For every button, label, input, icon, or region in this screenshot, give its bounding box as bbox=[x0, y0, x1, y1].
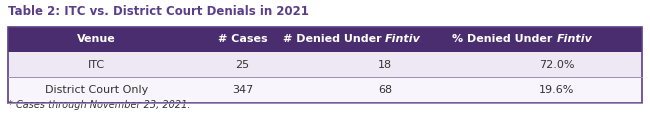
Text: * Cases through November 23, 2021.: * Cases through November 23, 2021. bbox=[8, 100, 190, 110]
Text: 18: 18 bbox=[378, 60, 393, 70]
Text: Table 2: ITC vs. District Court Denials in 2021: Table 2: ITC vs. District Court Denials … bbox=[8, 5, 309, 18]
Text: Fintiv: Fintiv bbox=[385, 34, 421, 44]
FancyBboxPatch shape bbox=[8, 52, 642, 77]
Text: Fintiv: Fintiv bbox=[556, 34, 592, 44]
Text: 72.0%: 72.0% bbox=[539, 60, 574, 70]
FancyBboxPatch shape bbox=[8, 77, 642, 103]
Text: % Denied Under: % Denied Under bbox=[452, 34, 556, 44]
Text: # Denied Under: # Denied Under bbox=[283, 34, 385, 44]
Text: 68: 68 bbox=[378, 85, 393, 95]
Text: 347: 347 bbox=[232, 85, 253, 95]
Text: 25: 25 bbox=[235, 60, 250, 70]
Text: ITC: ITC bbox=[88, 60, 105, 70]
Text: District Court Only: District Court Only bbox=[45, 85, 148, 95]
Text: Venue: Venue bbox=[77, 34, 116, 44]
Text: 19.6%: 19.6% bbox=[539, 85, 574, 95]
Text: # Cases: # Cases bbox=[218, 34, 267, 44]
FancyBboxPatch shape bbox=[8, 27, 642, 52]
